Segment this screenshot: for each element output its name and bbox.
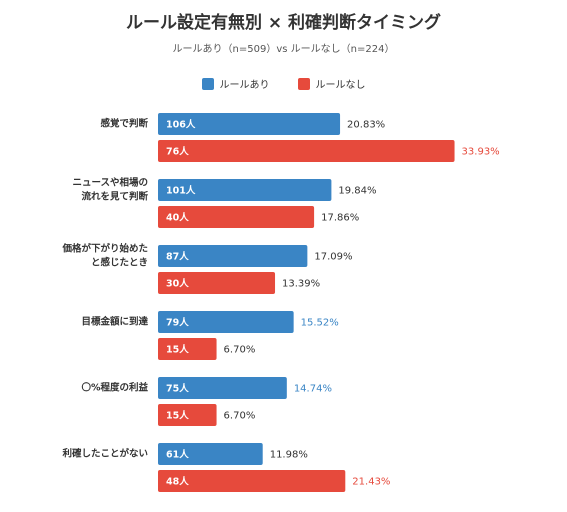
count-label: 76人 xyxy=(166,146,189,158)
value-label: 21.43% xyxy=(352,477,390,488)
value-label: 6.70% xyxy=(224,345,256,356)
count-label: 75人 xyxy=(166,383,189,395)
count-label: 101人 xyxy=(166,185,196,197)
value-label: 14.74% xyxy=(294,384,332,395)
category-label: 〇%程度の利益 xyxy=(81,382,148,394)
count-label: 15人 xyxy=(166,410,189,422)
category-label: 目標金額に到達 xyxy=(81,316,148,328)
value-label: 11.98% xyxy=(270,450,308,461)
value-label: 13.39% xyxy=(282,279,320,290)
value-label: 15.52% xyxy=(301,318,339,329)
count-label: 40人 xyxy=(166,212,189,224)
bar-without-rules xyxy=(158,140,455,162)
category-label: 価格が下がり始めた xyxy=(61,243,148,255)
value-label: 6.70% xyxy=(224,411,256,422)
category-label: ニュースや相場の xyxy=(72,177,148,189)
count-label: 48人 xyxy=(166,476,189,488)
category-label: 利確したことがない xyxy=(61,448,148,460)
value-label: 20.83% xyxy=(347,120,385,131)
value-label: 19.84% xyxy=(338,186,376,197)
value-label: 17.86% xyxy=(321,213,359,224)
value-label: 17.09% xyxy=(314,252,352,263)
category-label: と感じたとき xyxy=(91,257,148,269)
count-label: 106人 xyxy=(166,119,196,131)
value-label: 33.93% xyxy=(462,147,500,158)
category-label: 感覚で判断 xyxy=(100,118,148,130)
count-label: 87人 xyxy=(166,251,189,263)
count-label: 61人 xyxy=(166,449,189,461)
category-label: 流れを見て判断 xyxy=(81,191,148,203)
count-label: 79人 xyxy=(166,317,189,329)
count-label: 30人 xyxy=(166,278,189,290)
count-label: 15人 xyxy=(166,344,189,356)
